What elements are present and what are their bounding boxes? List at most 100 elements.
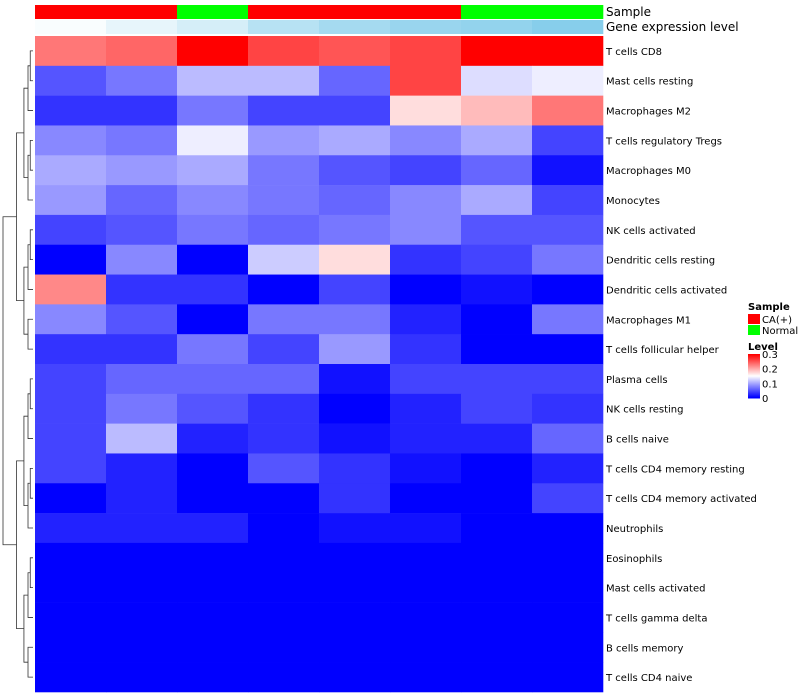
colorbar-step [748,386,760,388]
heatmap-cell [390,662,462,693]
row-label: Macrophages M1 [606,315,691,326]
heatmap-cell [390,214,462,246]
heatmap-cell [106,542,178,574]
heatmap-cell [248,214,320,246]
heatmap-cell [461,155,533,186]
heatmap-cell [390,36,462,67]
heatmap-cell [248,364,320,395]
heatmap-cell [248,662,320,693]
row-label: Monocytes [606,196,660,207]
heatmap-cell [177,572,249,603]
heatmap-cell [319,632,391,663]
dendrogram-branch [29,557,33,589]
row-label: Macrophages M2 [606,107,691,118]
heatmap-cell [461,304,533,335]
heatmap-cell [35,214,107,246]
heatmap-cell [532,95,604,126]
heatmap-cell [390,95,462,126]
heatmap-cell [35,542,107,574]
dendrogram-branch [16,132,24,302]
heatmap-cell [532,483,604,514]
legend-item-label: CA(+) [762,315,792,326]
heatmap-cell [461,125,533,156]
heatmap-cell [35,304,107,335]
heatmap-cell [177,304,249,335]
dendrogram-branch [2,216,17,546]
heatmap-cell [106,185,178,216]
colorbar-step [748,355,760,357]
dendrogram-branch [27,393,33,439]
heatmap-cell [177,393,249,424]
dendrogram-branch [29,378,33,410]
colorbar-tick: 0.2 [762,365,778,376]
heatmap-cell [390,483,462,514]
colorbar-step [748,363,760,365]
heatmap-cell [532,453,604,484]
heatmap-cell [532,662,604,693]
colorbar-step [748,389,760,391]
dendrogram-branch [29,467,33,499]
heatmap-cell [35,513,107,544]
colorbar-step [748,364,760,366]
heatmap-cell [248,453,320,484]
annotation-cell [106,20,178,34]
heatmap-cell [177,125,249,156]
heatmap-cell [248,423,320,454]
colorbar-step [748,387,760,389]
annotation-cell [248,5,320,19]
row-label: Dendritic cells resting [606,256,715,267]
row-label: T cells CD4 memory activated [605,494,757,505]
heatmap-cell [106,483,178,514]
heatmap-cell [390,572,462,603]
heatmap-cell [390,65,462,96]
heatmap-cell [461,244,533,275]
annotation-cell [177,20,249,34]
colorbar-step [748,357,760,359]
heatmap-cell [461,185,533,216]
colorbar-tick: 0 [762,394,768,405]
heatmap-cell [461,393,533,424]
heatmap-cell [461,483,533,514]
dendrogram-branch [23,415,29,507]
dendrogram-branch [27,154,33,201]
colorbar-step [748,370,760,372]
colorbar-step [748,383,760,385]
heatmap-cell [390,274,462,305]
heatmap-cell [319,453,391,484]
heatmap-cell [35,65,107,96]
colorbar-step [748,377,760,379]
heatmap-cell [319,364,391,395]
heatmap-cell [35,393,107,424]
heatmap-cell [319,393,391,424]
dendrogram-branch [23,594,29,663]
heatmap-cell [106,393,178,424]
dendrogram-branch [29,139,33,171]
heatmap-cell [177,334,249,365]
colorbar-step [748,396,760,398]
annotation-cell [248,20,320,34]
heatmap-cell [177,274,249,305]
row-label: T cells CD4 naive [605,673,692,684]
heatmap-cell [106,334,178,365]
row-dendrogram [2,50,33,678]
row-label: NK cells activated [606,226,696,237]
annotation-cell [319,20,391,34]
heatmap-cell [390,155,462,186]
annotation-cell [319,5,391,19]
colorbar-step [748,373,760,375]
dendrogram-branch [27,318,33,350]
heatmap-cell [532,65,604,96]
row-label: Mast cells resting [606,77,693,88]
colorbar-step [748,358,760,360]
heatmap-cell [248,65,320,96]
heatmap-cell [319,572,391,603]
heatmap-cell [35,453,107,484]
heatmap-cell [532,632,604,663]
colorbar-step [748,391,760,393]
colorbar-step [748,365,760,367]
row-label: T cells regulatory Tregs [605,136,722,147]
level-legend-title: Level [748,342,778,353]
heatmap-cell [106,155,178,186]
